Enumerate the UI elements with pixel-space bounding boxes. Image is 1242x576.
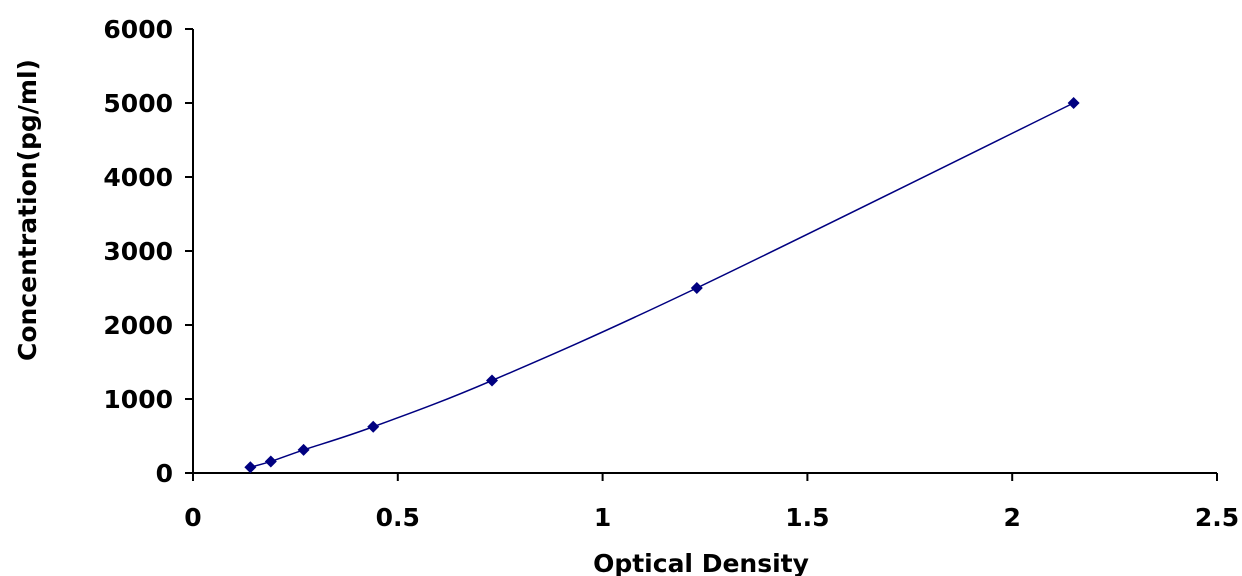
x-axis: 0 0.5 1 1.5 2 2.5 [184, 472, 1239, 532]
x-axis-title: Optical Density [593, 549, 809, 576]
data-point [297, 443, 310, 456]
data-point [264, 455, 277, 468]
data-point [1067, 97, 1080, 109]
data-point [367, 420, 380, 433]
x-tick-label: 0.5 [376, 503, 420, 532]
y-tick-label: 1000 [103, 385, 173, 414]
x-tick-label: 2.5 [1195, 503, 1239, 532]
data-point [690, 282, 703, 294]
x-tick-label: 2 [1003, 503, 1020, 532]
y-tick-label: 3000 [103, 237, 173, 266]
x-tick-label: 1.5 [785, 503, 829, 532]
y-tick-label: 2000 [103, 311, 173, 340]
y-tick-label: 0 [156, 459, 173, 488]
y-tick-label: 4000 [103, 163, 173, 192]
x-tick-label: 1 [594, 503, 611, 532]
series-line [250, 102, 1074, 468]
data-point [244, 461, 257, 474]
x-tick-label: 0 [184, 503, 201, 532]
y-axis-title: Concentration(pg/ml) [13, 59, 42, 361]
y-axis: 0 1000 2000 3000 4000 5000 6000 [103, 15, 194, 488]
y-tick-label: 6000 [103, 15, 173, 44]
y-tick-label: 5000 [103, 89, 173, 118]
data-points [244, 97, 1080, 474]
data-point [486, 374, 499, 387]
